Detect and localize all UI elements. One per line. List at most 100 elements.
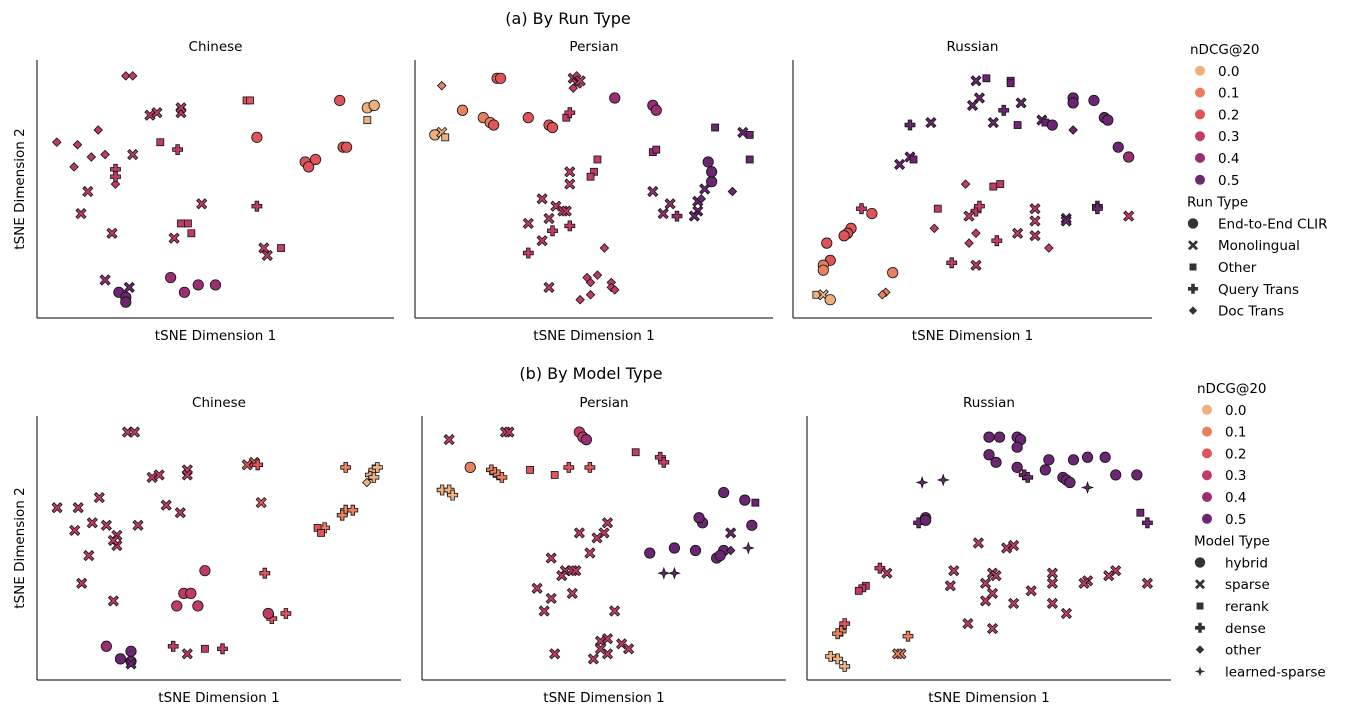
data-point — [444, 435, 454, 445]
legend-ndcg-level: 0.4 — [1218, 151, 1239, 167]
data-point — [1047, 120, 1057, 130]
data-point — [457, 105, 467, 115]
data-point — [973, 538, 983, 548]
data-point — [1047, 568, 1057, 578]
legend-ndcg-level: 0.3 — [1218, 129, 1239, 145]
data-point — [108, 596, 118, 606]
data-point — [706, 176, 716, 186]
data-point — [585, 462, 595, 472]
data-point — [752, 499, 759, 506]
data-point — [1012, 462, 1022, 472]
data-point — [857, 204, 867, 214]
legend-ndcg-level: 0.2 — [1225, 446, 1246, 462]
data-point — [100, 275, 110, 285]
data-point — [252, 201, 262, 211]
data-point — [73, 141, 81, 149]
data-point — [197, 199, 207, 209]
data-point — [94, 493, 104, 503]
data-point — [1040, 465, 1050, 475]
data-point — [184, 220, 191, 227]
data-point — [1068, 98, 1078, 108]
data-point — [544, 282, 554, 292]
data-point — [645, 548, 655, 558]
data-point — [981, 578, 991, 588]
data-point — [247, 97, 254, 104]
data-point — [949, 566, 959, 576]
y-axis-label: tSNE Dimension 2 — [12, 128, 28, 249]
legend-color-swatch — [1202, 405, 1212, 415]
data-point — [983, 75, 990, 82]
data-point — [87, 518, 97, 528]
data-point — [77, 578, 87, 588]
data-point — [260, 568, 270, 578]
data-point — [1016, 98, 1026, 108]
data-point — [991, 457, 1001, 467]
data-point — [565, 221, 575, 231]
data-point — [920, 515, 930, 525]
legend-color-swatch — [1195, 66, 1205, 76]
data-point — [651, 105, 661, 115]
data-point — [121, 297, 131, 307]
data-point — [1068, 455, 1078, 465]
panel-title: Chinese — [189, 39, 243, 55]
data-point — [442, 134, 449, 141]
data-point — [1047, 598, 1057, 608]
data-point — [53, 138, 61, 146]
data-point — [341, 462, 351, 472]
data-point — [565, 167, 575, 177]
legend-ndcg-level: 0.1 — [1218, 86, 1239, 102]
panel-title: Chinese — [192, 395, 246, 411]
data-point — [672, 211, 682, 221]
x-axis-label: tSNE Dimension 1 — [543, 690, 664, 706]
data-point — [903, 631, 913, 641]
data-point — [1044, 455, 1054, 465]
legend-color-swatch — [1202, 492, 1212, 502]
legend-ndcg-level: 0.5 — [1218, 173, 1239, 189]
data-point — [537, 194, 547, 204]
data-point — [712, 124, 719, 131]
panel-title: Persian — [579, 395, 628, 411]
data-point — [669, 543, 679, 553]
data-point — [947, 258, 957, 268]
data-point — [740, 495, 750, 505]
data-point — [945, 581, 955, 591]
legend-type-label: Other — [1218, 260, 1257, 276]
y-axis-label: tSNE Dimension 2 — [12, 487, 28, 608]
data-point — [76, 209, 86, 219]
legend-ndcg-level: 0.0 — [1218, 64, 1239, 80]
data-point — [965, 239, 973, 247]
data-point — [994, 432, 1004, 442]
data-point — [818, 265, 828, 275]
legend-marker-icon — [1195, 666, 1205, 676]
data-point — [822, 238, 832, 248]
data-point — [825, 295, 835, 305]
data-point — [726, 528, 736, 538]
data-point — [84, 551, 94, 561]
data-point — [546, 593, 556, 603]
data-point — [997, 181, 1004, 188]
data-point — [565, 179, 575, 189]
data-point — [1142, 518, 1152, 528]
data-point — [210, 280, 220, 290]
data-point — [1137, 509, 1144, 516]
section-title-b: (b) By Model Type — [519, 364, 662, 383]
legend-color-swatch — [1195, 88, 1205, 98]
data-point — [465, 462, 475, 472]
panel-title: Persian — [569, 39, 618, 55]
data-point — [1030, 204, 1040, 214]
legend-marker-icon — [1190, 264, 1197, 271]
data-point — [1013, 228, 1023, 238]
data-point — [547, 122, 557, 132]
data-point — [168, 641, 178, 651]
data-point — [488, 120, 498, 130]
legend-marker-icon — [1188, 218, 1198, 228]
data-point — [1069, 126, 1077, 134]
data-point — [1030, 231, 1040, 241]
data-point — [523, 248, 533, 258]
data-point — [1014, 122, 1021, 129]
scatter-panel-b-russian: Russian tSNE Dimension 1 — [807, 395, 1171, 706]
data-point — [193, 601, 203, 611]
legend-ndcg-level: 0.5 — [1225, 512, 1246, 528]
data-point — [990, 183, 997, 190]
data-point — [70, 163, 78, 171]
